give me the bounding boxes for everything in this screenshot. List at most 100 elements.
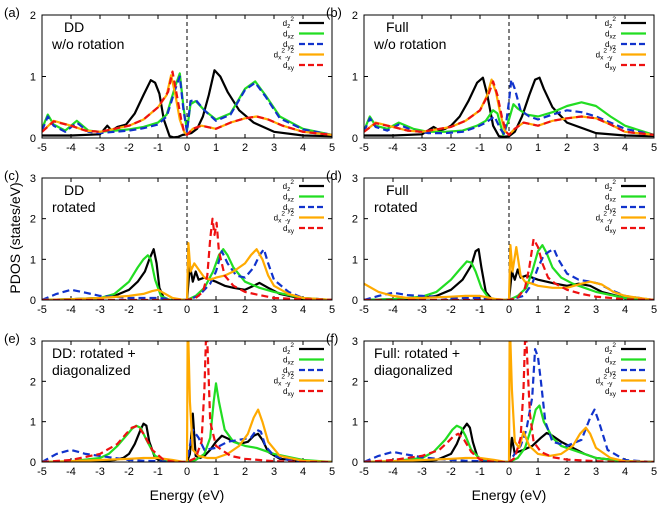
series-dyz-line (42, 75, 332, 136)
y-tick-label: 2 (30, 10, 36, 22)
x-tick-label: 3 (271, 466, 277, 478)
series-dz2-line (364, 76, 654, 138)
y-tick-label: 1 (30, 254, 36, 266)
panel-annotation: diagonalized (374, 362, 453, 378)
panel-annotation: Full (386, 19, 409, 35)
legend-label: dxz (283, 193, 294, 204)
x-tick-label: 2 (564, 466, 570, 478)
panel-tag: (f) (326, 331, 338, 346)
x-tick-label: -1 (153, 466, 163, 478)
legend-label: dx2-y2 (596, 211, 617, 225)
x-tick-label: -2 (124, 304, 134, 316)
x-tick-label: 5 (329, 142, 335, 154)
plot-frame (363, 177, 655, 301)
x-tick-label: 5 (329, 304, 335, 316)
x-tick-label: -1 (153, 142, 163, 154)
x-tick-label: 0 (506, 304, 512, 316)
legend-label: dxy (283, 224, 295, 235)
y-tick-label: 2 (30, 214, 36, 226)
x-tick-label: -1 (475, 304, 485, 316)
x-tick-label: 5 (651, 304, 657, 316)
x-tick-label: -4 (66, 304, 76, 316)
x-tick-label: -1 (153, 304, 163, 316)
series-group (364, 76, 654, 138)
panel-annotation: DD (64, 182, 84, 198)
x-tick-label: 1 (213, 466, 219, 478)
x-tick-label: -3 (417, 466, 427, 478)
x-tick-label: 4 (300, 304, 306, 316)
y-tick-label: 3 (352, 173, 358, 185)
x-tick-label: -5 (359, 466, 369, 478)
panel-tag: (e) (4, 331, 20, 346)
legend-label: dz2 (605, 342, 617, 356)
legend-label: dxz (283, 30, 294, 41)
x-tick-label: 5 (651, 142, 657, 154)
legend-label: dz2 (283, 342, 295, 356)
legend-label: dxz (283, 356, 294, 367)
x-tick-label: 3 (593, 304, 599, 316)
series-group (364, 341, 654, 462)
x-axis-label-left: Energy (eV) (150, 487, 225, 503)
series-dxy-line (42, 341, 332, 462)
x-tick-label: -1 (475, 466, 485, 478)
panel-annotation: rotated (52, 199, 96, 215)
plot-frame (41, 177, 333, 301)
panel-tag: (a) (4, 5, 20, 20)
legend-label: dx2-y2 (596, 374, 617, 388)
x-tick-label: 1 (535, 142, 541, 154)
x-tick-label: 1 (213, 304, 219, 316)
y-tick-label: 0 (30, 295, 36, 307)
x-tick-label: -3 (417, 142, 427, 154)
plot-frame (363, 340, 655, 463)
x-tick-label: -4 (388, 466, 398, 478)
y-tick-label: 1 (352, 417, 358, 429)
series-dx2-y2-line (364, 244, 654, 300)
x-tick-label: 0 (184, 142, 190, 154)
x-tick-label: 0 (184, 304, 190, 316)
series-group (42, 217, 332, 300)
panel-tag: (c) (4, 168, 19, 183)
series-dx2-y2-line (364, 341, 654, 462)
x-tick-label: 4 (300, 142, 306, 154)
series-dxy-line (42, 70, 332, 136)
x-tick-label: -3 (95, 142, 105, 154)
x-axis-label-right: Energy (eV) (472, 487, 547, 503)
y-tick-label: 3 (30, 173, 36, 185)
x-tick-label: -5 (37, 466, 47, 478)
series-dxy-line (364, 80, 654, 136)
series-dxy-line (364, 341, 654, 462)
legend-label: dxy (605, 61, 617, 72)
panel-annotation: rotated (374, 199, 418, 215)
series-dx2-y2-line (42, 242, 332, 300)
legend-label: dx2-y2 (274, 211, 295, 225)
series-dxy-line (42, 217, 332, 300)
x-tick-label: 1 (535, 466, 541, 478)
legend-label: dxy (283, 61, 295, 72)
x-tick-label: -3 (95, 466, 105, 478)
y-tick-label: 3 (30, 336, 36, 348)
legend-label: dz2 (283, 179, 295, 193)
series-dxz-line (42, 248, 332, 300)
legend-label: dyz (283, 40, 294, 51)
y-tick-label: 0 (352, 133, 358, 145)
panel-annotation: DD: rotated + (52, 345, 136, 361)
y-tick-label: 0 (352, 295, 358, 307)
x-tick-label: 1 (535, 304, 541, 316)
panel-annotation: Full (386, 182, 409, 198)
series-dxy-line (364, 237, 654, 300)
x-tick-label: -5 (359, 142, 369, 154)
legend-label: dyz (605, 40, 616, 51)
x-tick-label: 2 (564, 142, 570, 154)
y-axis-label: PDOS (states/eV) (7, 182, 23, 293)
panel-annotation: w/o rotation (373, 36, 446, 52)
x-tick-label: -5 (37, 304, 47, 316)
x-tick-label: 2 (564, 304, 570, 316)
